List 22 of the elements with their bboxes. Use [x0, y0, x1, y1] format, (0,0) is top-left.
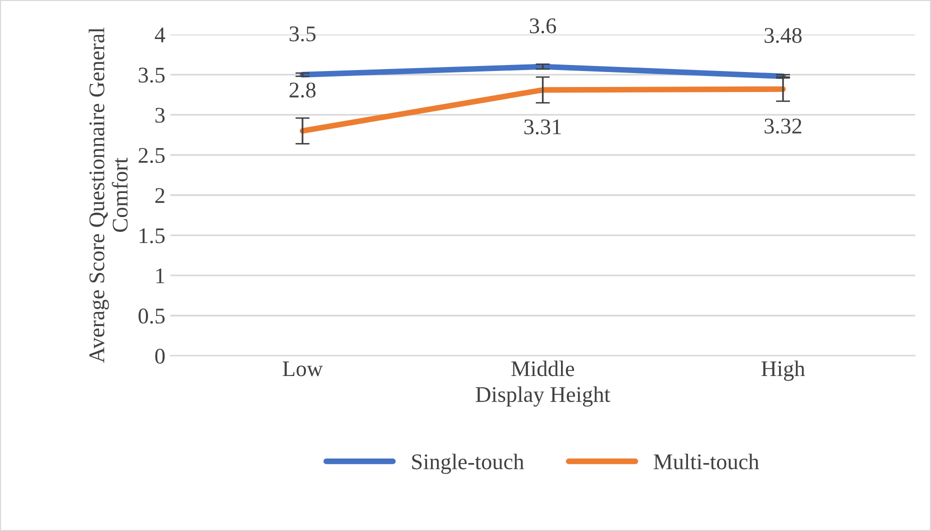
y-tick-label: 3 [155, 108, 165, 123]
y-tick-label: 2.5 [138, 148, 165, 164]
x-axis-title: Display Height [476, 386, 610, 407]
data-label: 3.48 [764, 28, 802, 44]
data-label: 3.31 [524, 119, 561, 134]
y-tick-label: 1 [156, 268, 164, 284]
y-tick-label: 1.5 [140, 228, 165, 244]
data-label: 3.32 [764, 118, 802, 134]
x-tick-label: High [761, 360, 805, 381]
y-tick-label: 2 [155, 188, 164, 203]
data-label: 2.8 [290, 82, 316, 98]
y-tick-label: 0.5 [138, 308, 165, 324]
data-label: 3.6 [530, 18, 556, 34]
y-tick-label: 0 [155, 348, 165, 364]
x-tick-label: Low [282, 362, 323, 376]
x-tick-label: Middle [511, 360, 574, 376]
legend-label: Multi-touch [654, 454, 760, 470]
y-tick-label: 3.5 [138, 68, 165, 83]
y-axis-title: Average Score Questionnaire General Comfort [88, 28, 128, 363]
y-tick-label: 4 [154, 28, 166, 42]
legend-label: Single-touch [412, 454, 524, 474]
data-label: 3.5 [290, 26, 316, 42]
